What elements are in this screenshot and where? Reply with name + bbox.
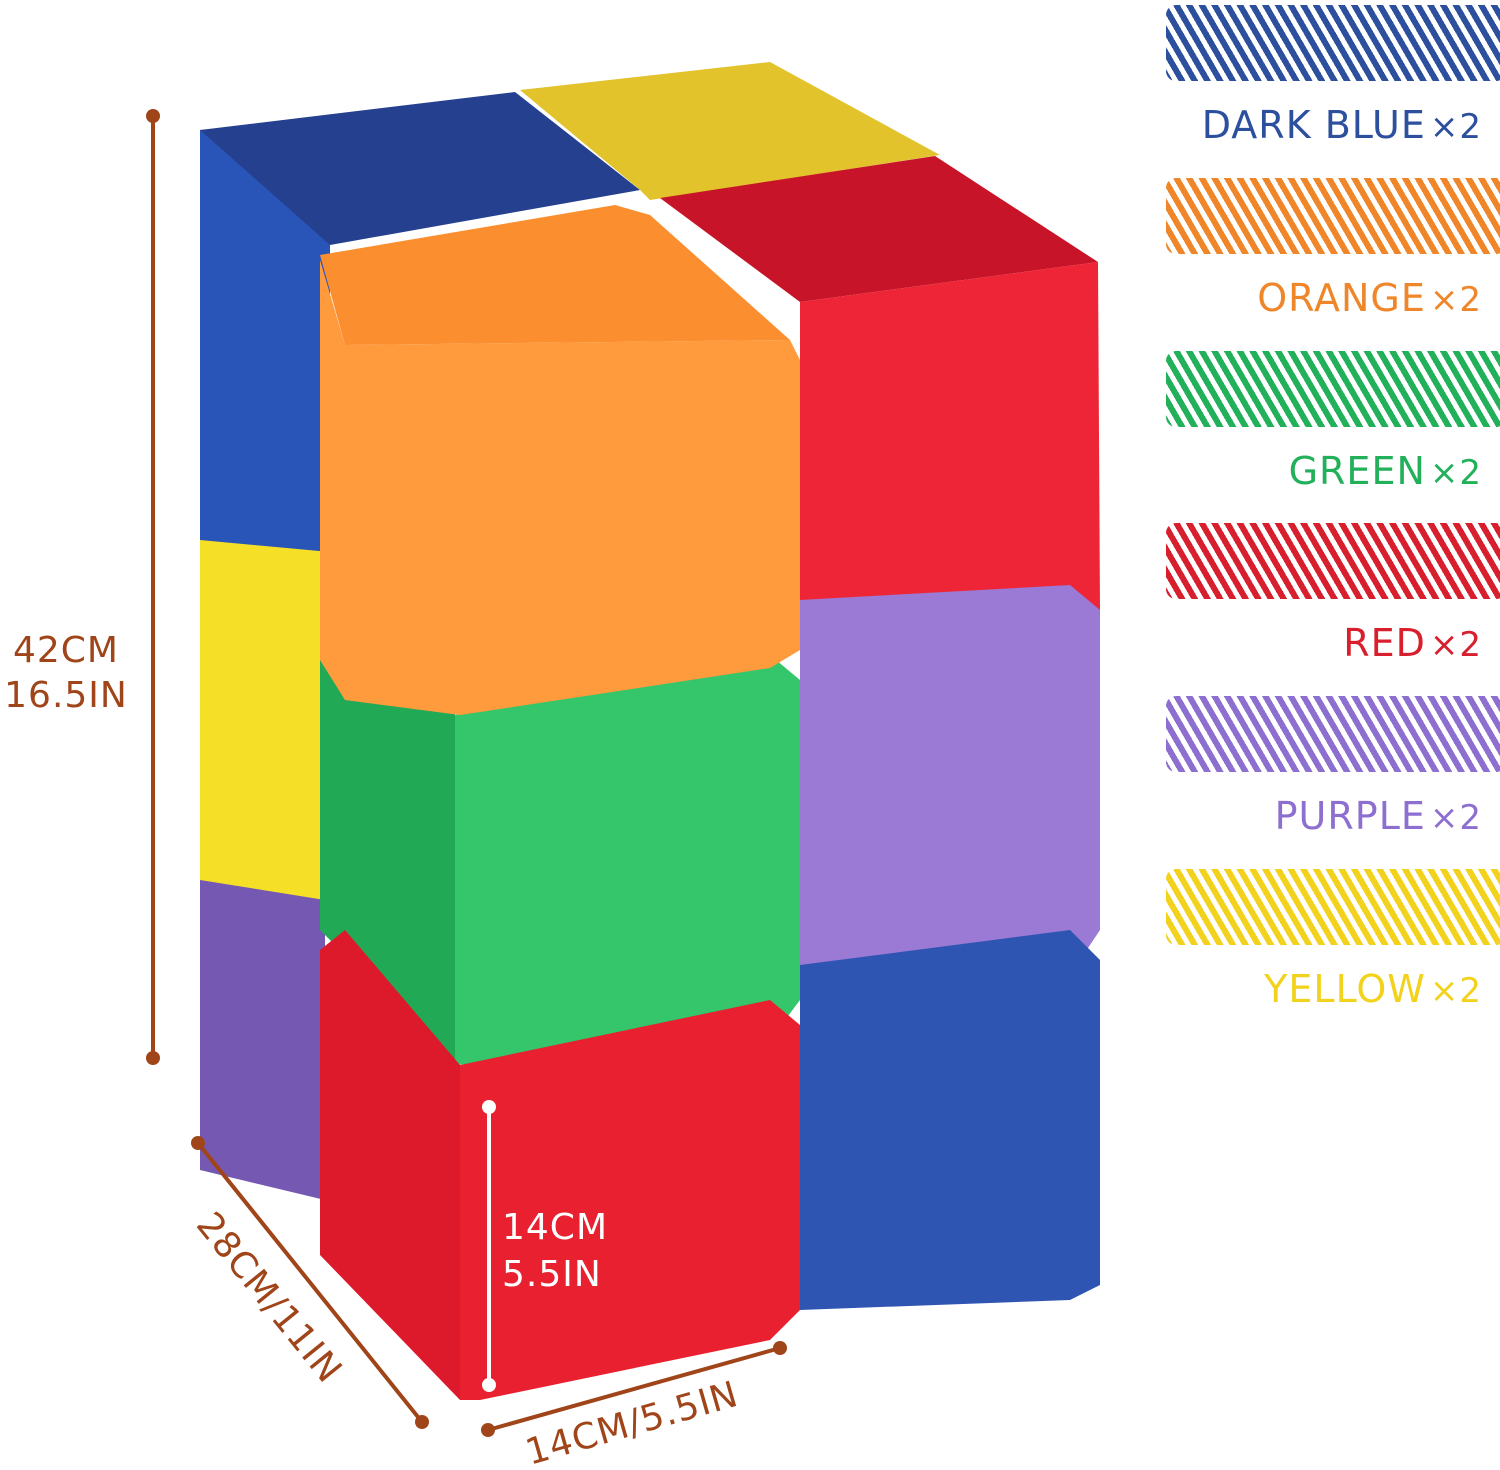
color-swatch xyxy=(1166,869,1500,945)
dimension-endpoint xyxy=(415,1415,429,1429)
color-label: DARK BLUE ×2 xyxy=(1202,103,1482,147)
height-in: 16.5IN xyxy=(4,675,128,716)
color-quantity: ×2 xyxy=(1429,279,1482,320)
color-quantity: ×2 xyxy=(1429,452,1482,493)
dimension-endpoint xyxy=(482,1378,496,1392)
color-quantity: ×2 xyxy=(1429,971,1482,1011)
cube-yellow-top-back xyxy=(520,62,940,200)
dimension-endpoint xyxy=(481,1423,495,1437)
color-name: YELLOW xyxy=(1264,967,1426,1011)
color-label: GREEN ×2 xyxy=(1289,449,1482,493)
cube-blue-front xyxy=(800,930,1100,1310)
color-name: ORANGE xyxy=(1257,275,1426,320)
cube-green-front xyxy=(455,655,800,1065)
color-swatch xyxy=(1166,523,1500,600)
color-swatch xyxy=(1166,350,1500,427)
cube-in: 5.5IN xyxy=(502,1254,602,1295)
cube-red-top-face xyxy=(660,156,1098,302)
color-quantity: ×2 xyxy=(1429,798,1482,839)
depth-dimension-line xyxy=(196,1141,424,1424)
color-label: YELLOW ×2 xyxy=(1264,967,1482,1011)
width-dimension-line xyxy=(487,1346,781,1432)
cube-red-front xyxy=(460,1000,800,1400)
dimension-endpoint xyxy=(773,1341,787,1355)
cube-cm: 14CM xyxy=(502,1207,608,1248)
dimension-endpoint xyxy=(146,1051,160,1065)
cube-orange-top xyxy=(320,205,790,345)
color-swatch xyxy=(1166,177,1500,254)
dimension-endpoint xyxy=(146,109,160,123)
dimension-endpoint xyxy=(482,1100,496,1114)
color-name: DARK BLUE xyxy=(1201,103,1426,147)
color-swatch xyxy=(1166,5,1500,81)
color-quantity: ×2 xyxy=(1429,107,1482,147)
cube-yellow-back xyxy=(200,458,325,900)
color-swatch xyxy=(1166,696,1500,773)
height-cm: 42CM xyxy=(13,630,119,671)
color-label: PURPLE ×2 xyxy=(1275,794,1482,838)
color-name: GREEN xyxy=(1288,448,1426,493)
cube-blue-back-side xyxy=(200,120,330,552)
cube-purple-front xyxy=(800,585,1100,975)
color-name: RED xyxy=(1343,621,1426,666)
color-name: PURPLE xyxy=(1274,794,1426,839)
cube-red-side xyxy=(320,930,460,1400)
cube-orange-front xyxy=(320,260,800,715)
color-quantity: ×2 xyxy=(1429,625,1482,666)
cube-blue-back-top xyxy=(200,92,640,245)
cube-red-top-front xyxy=(800,262,1100,640)
dimension-endpoint xyxy=(191,1136,205,1150)
color-label: RED ×2 xyxy=(1343,621,1482,665)
color-label: ORANGE ×2 xyxy=(1257,276,1482,320)
